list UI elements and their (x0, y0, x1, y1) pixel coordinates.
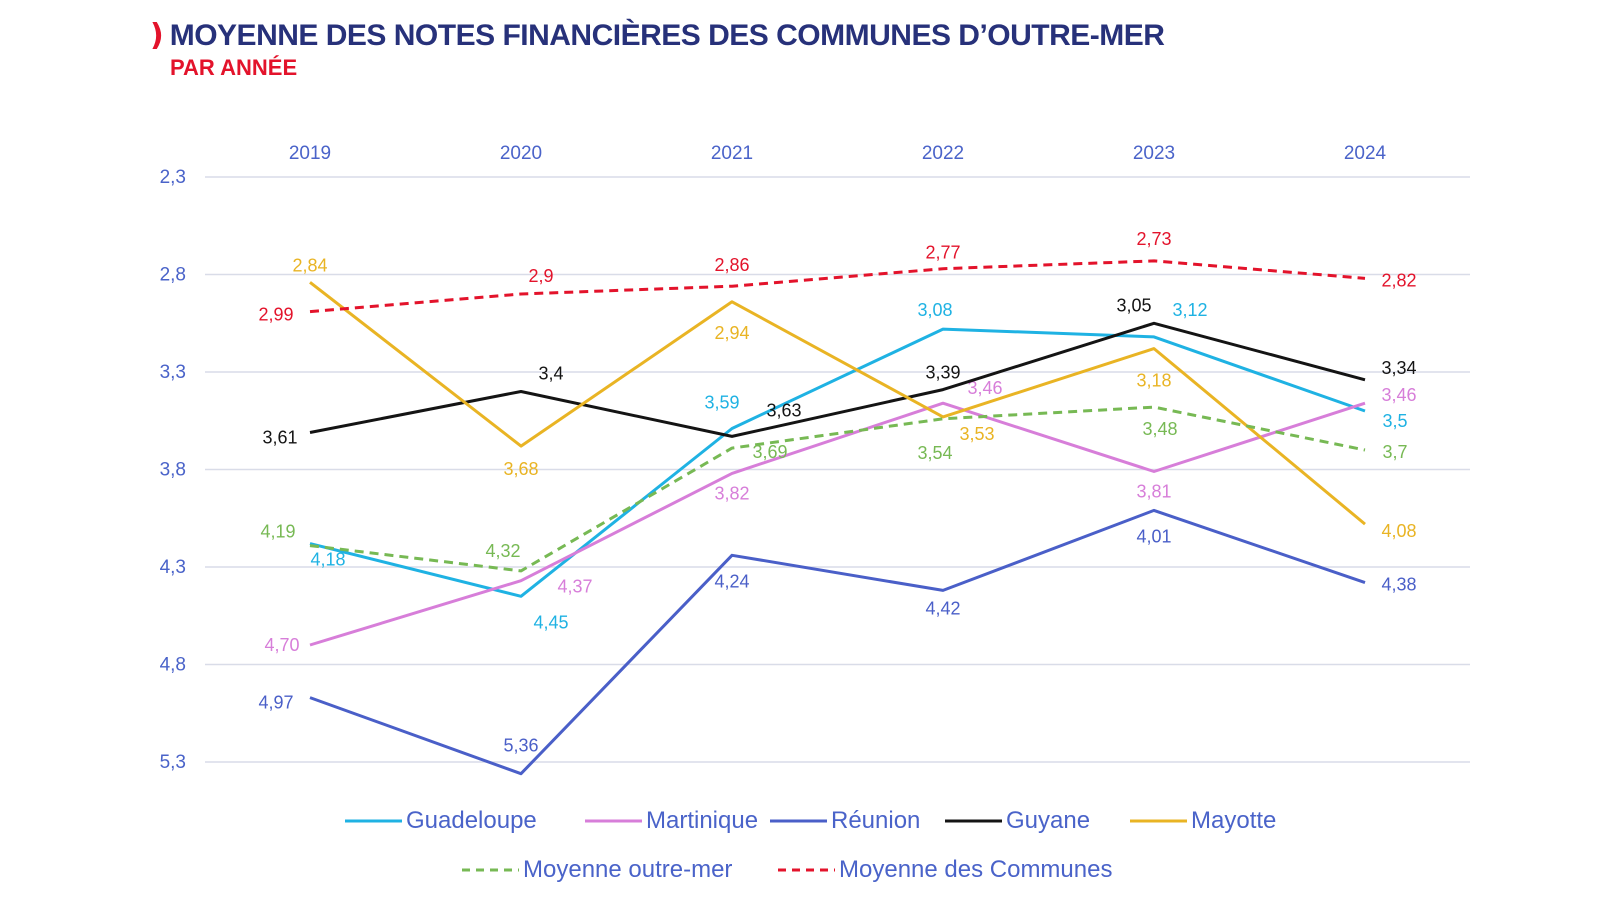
data-label: 4,70 (264, 635, 299, 655)
y-tick-label: 2,3 (160, 167, 186, 188)
data-label: 3,53 (959, 424, 994, 444)
data-label: 3,7 (1382, 442, 1407, 462)
x-tick-label: 2022 (922, 143, 964, 164)
x-tick-label: 2023 (1133, 143, 1175, 164)
data-label: 3,63 (766, 400, 801, 420)
data-label: 3,69 (752, 442, 787, 462)
data-label: 2,84 (292, 255, 327, 275)
data-label: 4,18 (310, 550, 345, 570)
data-label: 3,81 (1136, 481, 1171, 501)
x-tick-label: 2020 (500, 143, 542, 164)
series-line (309, 508, 1366, 776)
legend-label: Moyenne des Communes (839, 856, 1112, 883)
data-label: 3,54 (917, 443, 952, 463)
series-line (309, 321, 1366, 438)
data-label: 3,46 (967, 378, 1002, 398)
data-label: 3,12 (1172, 300, 1207, 320)
legend-label: Moyenne outre-mer (523, 856, 732, 883)
data-label: 2,73 (1136, 229, 1171, 249)
data-label: 4,24 (714, 571, 749, 591)
data-label: 2,9 (528, 266, 553, 286)
data-label: 4,97 (258, 693, 293, 713)
data-label: 2,99 (258, 305, 293, 325)
x-tick-label: 2024 (1344, 143, 1387, 164)
data-label: 3,82 (714, 483, 749, 503)
chart-subtitle: PAR ANNÉE (170, 55, 298, 80)
data-label: 3,48 (1142, 419, 1177, 439)
data-label: 2,77 (925, 243, 960, 263)
data-label: 4,38 (1381, 575, 1416, 595)
legend-label: Martinique (646, 807, 758, 834)
series-line (309, 281, 1366, 526)
data-label: 3,18 (1136, 371, 1171, 391)
data-label: 3,34 (1381, 358, 1416, 378)
data-label: 4,19 (260, 522, 295, 542)
data-label: 4,37 (557, 577, 592, 597)
legend-label: Réunion (831, 807, 920, 834)
data-label: 5,36 (503, 736, 538, 756)
data-label: 3,5 (1382, 411, 1407, 431)
data-label: 2,94 (714, 323, 749, 343)
data-label: 2,86 (714, 255, 749, 275)
data-label: 3,08 (917, 300, 952, 320)
series-line (309, 259, 1366, 314)
series-line (309, 401, 1366, 647)
y-tick-label: 5,3 (160, 752, 186, 773)
x-tick-label: 2019 (289, 143, 331, 164)
data-label: 2,82 (1381, 270, 1416, 290)
x-tick-label: 2021 (711, 143, 753, 164)
data-label: 4,32 (485, 541, 520, 561)
data-label: 3,05 (1116, 295, 1151, 315)
data-label: 4,42 (925, 598, 960, 618)
data-label: 3,61 (262, 427, 297, 447)
series-line (309, 327, 1366, 598)
y-tick-label: 2,8 (160, 265, 186, 286)
data-label: 3,59 (704, 393, 739, 413)
data-label: 4,08 (1381, 521, 1416, 541)
y-tick-label: 3,8 (160, 460, 186, 481)
y-tick-label: 3,3 (160, 362, 186, 383)
y-tick-label: 4,8 (160, 655, 186, 676)
data-label: 4,01 (1136, 526, 1171, 546)
y-tick-label: 4,3 (160, 557, 186, 578)
legend-label: Guadeloupe (406, 807, 537, 834)
data-label: 4,45 (533, 612, 568, 632)
data-label: 3,39 (925, 363, 960, 383)
chart-title: MOYENNE DES NOTES FINANCIÈRES DES COMMUN… (169, 18, 1165, 52)
data-label: 3,68 (503, 459, 538, 479)
legend-label: Guyane (1006, 807, 1090, 834)
title-marker: ) (150, 18, 164, 53)
data-label: 3,4 (538, 364, 563, 384)
legend-label: Mayotte (1191, 807, 1276, 834)
series-line (309, 405, 1366, 573)
chart-title-block: ) MOYENNE DES NOTES FINANCIÈRES DES COMM… (150, 18, 1165, 81)
data-label: 3,46 (1381, 385, 1416, 405)
